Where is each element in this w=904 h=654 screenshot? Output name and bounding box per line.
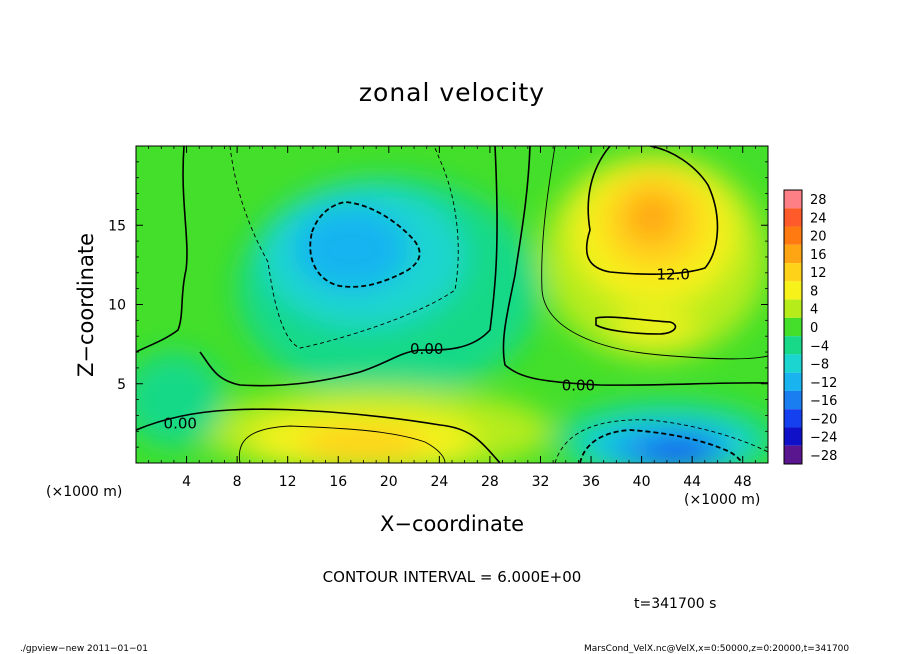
x-tick-label: 44: [683, 474, 701, 490]
contour-zero-bottom: [136, 408, 501, 463]
contour-label: 0.00: [562, 377, 595, 395]
x-tick-label: 28: [481, 474, 499, 490]
colorbar-swatch: [784, 336, 802, 355]
contour-neg6-lower: [554, 419, 768, 463]
colorbar-swatch: [784, 390, 802, 410]
contour-zero-right: [502, 146, 768, 386]
colorbar-label: 8: [810, 284, 818, 299]
x-tick-label: 40: [633, 474, 651, 490]
x-axis-label: X−coordinate: [380, 512, 524, 536]
x-tick-label: 4: [182, 474, 191, 490]
x-tick-label: 48: [734, 474, 752, 490]
contour-neg12-upper: [309, 201, 421, 288]
footer-right: MarsCond_VelX.nc@VelX,x=0:50000,z=0:2000…: [584, 644, 850, 654]
field-region: [626, 193, 677, 242]
colorbar-label: 20: [810, 230, 827, 245]
colorbar-label: −4: [810, 339, 829, 354]
colorbar-swatch: [784, 190, 802, 209]
contour-label: 0.00: [164, 415, 197, 433]
colorbar-frame: [783, 189, 803, 465]
x-unit-left: (×1000 m): [46, 484, 123, 500]
colorbar: 28 24 20 16 12 8 4 0 −4 −8 −12 −16 −20 −24 −28: [783, 189, 837, 465]
colorbar-swatch: [784, 226, 802, 245]
contour-12-small: [595, 316, 677, 335]
colorbar-swatch: [784, 281, 802, 300]
colorbar-label: 12: [810, 266, 827, 281]
contour-zero-left: [136, 146, 188, 353]
contour-interval: CONTOUR INTERVAL = 6.000E+00: [322, 568, 582, 586]
colorbar-label: −20: [810, 412, 837, 427]
colorbar-label: −24: [810, 431, 837, 446]
contour-6-bottom: [238, 425, 446, 463]
colorbar-label: 28: [810, 193, 827, 208]
y-tick-label: 5: [117, 377, 126, 393]
velocity-field: [136, 146, 768, 463]
colorbar-swatch: [784, 299, 802, 318]
field-region: [647, 442, 712, 463]
contour-label: 12.0: [656, 266, 689, 284]
y-tick-label: 10: [108, 298, 126, 314]
field-region: [610, 314, 699, 343]
colorbar-label: 4: [810, 303, 818, 318]
footer-left: ./gpview−new 2011−01−01: [20, 644, 148, 654]
colorbar-label: 24: [810, 211, 827, 226]
chart-title: zonal velocity: [358, 78, 546, 107]
colorbar-swatch: [784, 317, 802, 337]
colorbar-label: 16: [810, 248, 827, 263]
colorbar-swatch: [784, 208, 802, 227]
colorbar-swatch: [784, 427, 802, 446]
colorbar-swatch: [784, 409, 802, 428]
contour-lines: [136, 146, 768, 463]
contour-neg12-lower: [579, 429, 743, 463]
x-tick-label: 20: [380, 474, 398, 490]
contour-12: [585, 146, 719, 275]
x-unit-right: (×1000 m): [684, 492, 761, 508]
x-tick-label: 8: [233, 474, 242, 490]
colorbar-label: −8: [810, 358, 829, 373]
colorbar-swatch: [784, 354, 802, 373]
y-axis: 5 10 15: [108, 161, 768, 448]
colorbar-swatch: [784, 244, 802, 264]
y-axis-label: Z−coordinate: [74, 233, 98, 377]
x-tick-label: 12: [279, 474, 297, 490]
contour-6-right: [541, 146, 768, 360]
field-region: [294, 207, 408, 291]
colorbar-label: −16: [810, 394, 837, 409]
x-axis: 4 8 12 16 20 24 28 32 36 40 44 48: [148, 146, 756, 490]
colorbar-swatch: [784, 445, 802, 464]
colorbar-swatch: [784, 263, 802, 282]
x-tick-label: 16: [329, 474, 347, 490]
contour-zero-mid: [199, 146, 498, 387]
contour-label: 0.00: [410, 340, 443, 358]
field-region: [136, 352, 225, 448]
x-tick-label: 24: [430, 474, 448, 490]
colorbar-label: 0: [810, 321, 818, 336]
x-tick-label: 32: [532, 474, 550, 490]
time-stamp: t=341700 s: [634, 596, 717, 612]
x-tick-label: 36: [582, 474, 600, 490]
colorbar-label: −28: [810, 449, 837, 464]
colorbar-swatch: [784, 372, 802, 391]
y-tick-label: 15: [108, 218, 126, 234]
colorbar-label: −12: [810, 376, 837, 391]
